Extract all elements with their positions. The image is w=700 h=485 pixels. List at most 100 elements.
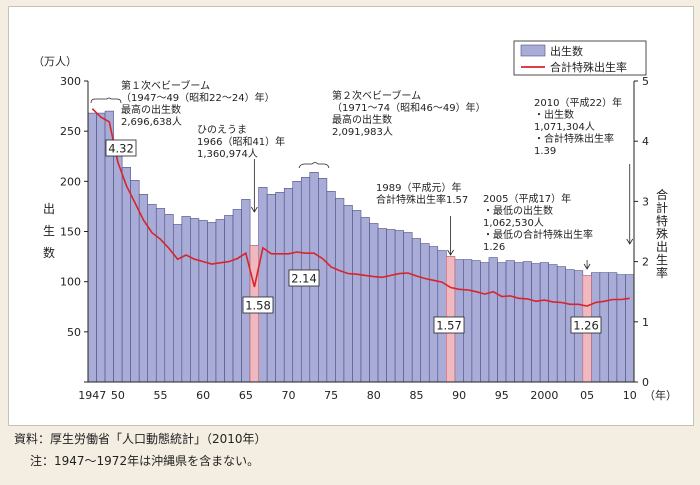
highlight-bar [249,245,259,383]
rate-labels: 4.32 1.58 2.14 1.57 1.26 [105,139,602,334]
birth-bar [505,260,515,383]
x-tick-label: 70 [281,389,295,402]
birth-bar [96,112,106,383]
rate-label: 1.57 [436,319,462,333]
rate-label: 1.58 [245,299,271,313]
birth-bar [471,260,481,383]
x-tick-label: 05 [580,389,594,402]
chart-frame: 50 100 150 200 250 300 0 1 2 3 4 5 1947 50 55 60 65 70 75 8… [8,6,694,426]
annotations: 第１次ベビーブーム（1947～49（昭和22～24）年） 最高の出生数 2,696,… [90,79,634,270]
birth-bar [121,166,131,383]
annotation-boom2: 最高の出生数 [332,113,392,126]
annotation-boom1: 第１次ベビーブーム [121,79,210,92]
boom2-bracket [298,162,330,169]
annotation-2010: 1,071,304人 [534,121,595,133]
birth-bar [428,246,439,383]
annotation-2010: ・合計特殊出生率 [534,132,614,145]
left-tick-label: 150 [60,226,81,239]
x-tick-label: 85 [409,389,423,402]
birth-bar [522,261,532,383]
birth-bar [173,224,183,383]
annotation-2005: 1,062,530人 [483,217,544,229]
x-unit: （年） [644,388,677,402]
birth-bar [130,180,140,383]
birth-bar [608,272,618,383]
birth-bar [266,194,276,383]
annotation-1989: 合計特殊出生率1.57 [376,193,468,206]
birth-chart: 50 100 150 200 250 300 0 1 2 3 4 5 1947 50 55 60 65 70 75 8… [33,40,677,402]
rate-label: 2.14 [291,272,317,286]
birth-bar [275,192,285,383]
birth-bar [420,243,430,383]
annotation-1989: 1989（平成元）年 [376,181,461,194]
birth-bar [497,262,507,383]
x-tick-label: 95 [495,389,509,402]
left-units: （万人） [33,55,77,68]
right-tick-label: 4 [642,135,649,148]
birth-bar [360,217,370,383]
right-axis-title-char: 特 [656,213,668,228]
x-tick-label: 80 [367,389,381,402]
y1989-arrow-head [447,249,454,256]
rate-label-box [105,139,137,157]
annotation-boom1: （1947～49（昭和22～24）年） [121,91,275,104]
x-tick-label: 75 [324,389,338,402]
birth-bar [437,250,447,383]
birth-bar [369,223,379,383]
birth-bar [113,146,123,383]
right-tick-label: 5 [642,75,649,88]
right-tick-label: 0 [642,376,649,389]
annotation-2010: 2010（平成22）年 [534,96,622,109]
birth-bar [87,112,97,383]
birth-bar [625,274,635,383]
birth-bar [394,230,404,383]
y2005-arrow-head [583,263,591,270]
legend-label-rate: 合計特殊出生率 [550,60,627,74]
rate-label: 1.26 [573,319,599,333]
annotation-hinoe: ひのえうま [197,124,247,136]
annotation-2010: ・出生数 [534,108,574,121]
y2010-arrow-head [626,238,634,245]
x-tick-label: 1947 [78,389,106,402]
left-axis-title-char: 生 [43,224,55,238]
source-note: 資料：厚生労働省「人口動態統計」（2010年） [14,432,267,446]
birth-bar [556,266,567,383]
x-tick-label: 90 [452,389,466,402]
birth-bar [326,191,336,383]
rate-label-box [433,316,465,334]
birth-bar [463,259,473,383]
left-tick-label: 300 [60,75,81,88]
hinoe-arrow-head [251,206,258,213]
rate-label-box [288,269,320,287]
birth-bar [190,218,200,383]
x-tick-label: 10 [623,389,637,402]
annotation-boom2: 第２次ベビーブーム [332,89,421,102]
footnote: 注：1947～1972年は沖縄県を含まない。 [30,454,260,468]
annotation-2010: 1.39 [534,146,556,157]
birth-bar [147,204,157,383]
fertility-rate-line [91,108,630,307]
annotation-boom1: 2,696,638人 [121,116,182,128]
right-axis-title-char: 生 [656,253,668,267]
left-tick-label: 250 [60,125,81,138]
right-axis-title-char: 合 [656,187,668,202]
annotation-boom2: 2,091,983人 [332,126,393,138]
birth-bar [335,198,345,383]
birth-bar [181,216,191,383]
birth-bar [488,257,498,383]
right-axis-title-char: 率 [656,265,668,280]
left-tick-label: 200 [60,175,81,188]
birth-bar [318,178,328,383]
annotation-hinoe: 1,360,974人 [197,148,258,160]
rate-label-box [570,316,602,334]
left-axis-title-char: 出 [43,202,55,216]
x-tick-label: 55 [154,389,168,402]
left-axis-title-char: 数 [43,245,55,260]
birth-bar [164,214,174,383]
left-tick-label: 100 [60,276,81,289]
birth-bar [548,264,558,383]
x-tick-label: 65 [239,389,253,402]
birth-bar [386,229,396,383]
rate-label-box [242,296,274,314]
annotation-boom2: （1971～74（昭和46～49）年） [332,101,486,114]
